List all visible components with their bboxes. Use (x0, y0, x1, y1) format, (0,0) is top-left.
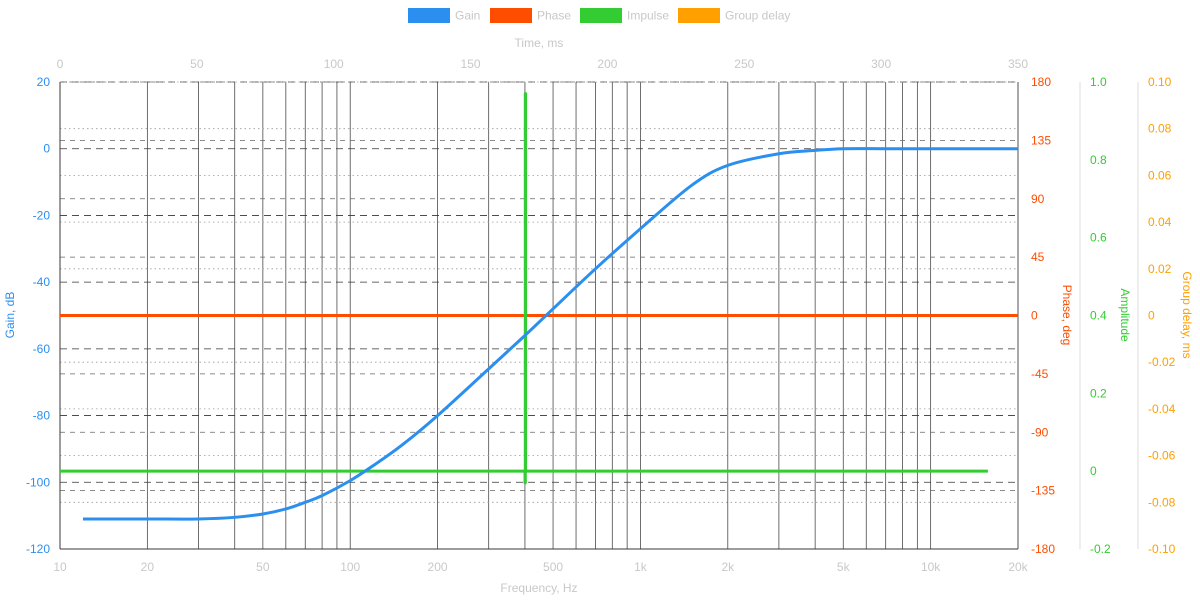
amplitude-tick-label: 1.0 (1090, 75, 1107, 89)
group-delay-tick-label: 0 (1148, 309, 1155, 323)
phase-tick-label: 135 (1031, 133, 1051, 147)
frequency-tick-label: 50 (256, 560, 270, 574)
amplitude-tick-label: 0.8 (1090, 153, 1107, 167)
phase-tick-label: -45 (1031, 367, 1049, 381)
group-delay-tick-label: -0.02 (1148, 355, 1176, 369)
group-delay-tick-label: -0.06 (1148, 449, 1176, 463)
time-tick-label: 0 (57, 57, 64, 71)
impulse-series-line (60, 92, 988, 485)
time-tick-label: 300 (871, 57, 891, 71)
legend: Gain Phase Impulse Group delay (408, 8, 790, 23)
legend-swatch-group_delay (678, 8, 720, 23)
phase-tick-label: 180 (1031, 75, 1051, 89)
time-tick-label: 200 (597, 57, 617, 71)
time-tick-label: 350 (1008, 57, 1028, 71)
frequency-tick-label: 2k (721, 560, 735, 574)
frequency-tick-label: 20 (141, 560, 155, 574)
phase-tick-label: -180 (1031, 542, 1055, 556)
group-delay-tick-label: 0.04 (1148, 215, 1172, 229)
time-axis-title: Time, ms (515, 36, 564, 50)
legend-swatch-gain (408, 8, 450, 23)
group-delay-tick-label: -0.10 (1148, 542, 1176, 556)
amplitude-tick-label: 0.6 (1090, 231, 1107, 245)
frequency-tick-label: 20k (1008, 560, 1028, 574)
gain-tick-label: -100 (26, 475, 50, 489)
frequency-axis-title: Frequency, Hz (500, 581, 577, 595)
group-delay-tick-label: 0.02 (1148, 262, 1172, 276)
phase-tick-label: 45 (1031, 250, 1045, 264)
group-delay-tick-label: -0.04 (1148, 402, 1176, 416)
frequency-tick-label: 5k (837, 560, 851, 574)
time-tick-label: 150 (461, 57, 481, 71)
amplitude-tick-label: -0.2 (1090, 542, 1111, 556)
phase-tick-label: 90 (1031, 192, 1045, 206)
frequency-tick-label: 10 (53, 560, 67, 574)
phase-tick-label: -135 (1031, 484, 1055, 498)
phase-tick-label: 0 (1031, 309, 1038, 323)
phase-tick-label: -90 (1031, 425, 1049, 439)
time-tick-label: 50 (190, 57, 204, 71)
amplitude-tick-label: 0 (1090, 464, 1097, 478)
legend-label-gain: Gain (455, 9, 480, 23)
plot-area (60, 92, 1018, 521)
gain-tick-label: -80 (33, 409, 51, 423)
gain-axis-title: Gain, dB (3, 292, 17, 339)
phase-axis-title: Phase, deg (1060, 285, 1074, 346)
gain-tick-label: -20 (33, 208, 51, 222)
group-delay-axis-title: Group delay, ms (1180, 271, 1194, 358)
group-delay-tick-label: 0.06 (1148, 168, 1172, 182)
frequency-tick-label: 10k (921, 560, 941, 574)
frequency-tick-label: 200 (428, 560, 448, 574)
gain-tick-label: 20 (37, 75, 51, 89)
gain-tick-label: -120 (26, 542, 50, 556)
time-tick-label: 100 (324, 57, 344, 71)
group-delay-tick-label: 0.10 (1148, 75, 1172, 89)
gain-tick-label: 0 (43, 142, 50, 156)
legend-swatch-phase (490, 8, 532, 23)
amplitude-tick-label: 0.4 (1090, 309, 1107, 323)
legend-label-group_delay: Group delay (725, 9, 790, 23)
gain-series-line (82, 147, 1018, 521)
frequency-tick-label: 1k (634, 560, 648, 574)
legend-swatch-impulse (580, 8, 622, 23)
time-tick-label: 250 (734, 57, 754, 71)
frequency-tick-label: 100 (340, 560, 360, 574)
legend-label-impulse: Impulse (627, 9, 669, 23)
group-delay-tick-label: -0.08 (1148, 495, 1176, 509)
frequency-tick-label: 500 (543, 560, 563, 574)
gain-tick-label: -40 (33, 275, 51, 289)
amplitude-tick-label: 0.2 (1090, 386, 1107, 400)
amplitude-axis-title: Amplitude (1118, 288, 1132, 342)
gain-tick-label: -60 (33, 342, 51, 356)
legend-label-phase: Phase (537, 9, 571, 23)
group-delay-tick-label: 0.08 (1148, 122, 1172, 136)
